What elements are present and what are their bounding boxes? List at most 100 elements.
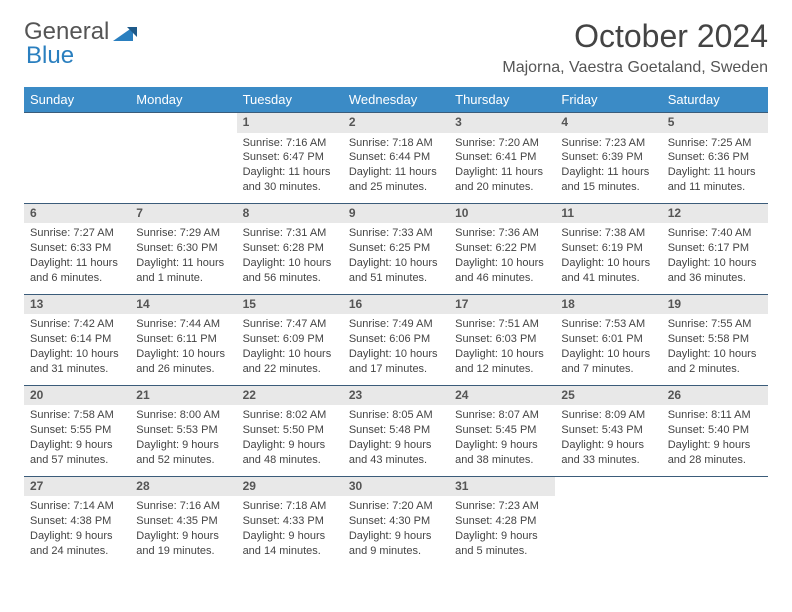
day-details: Sunrise: 7:23 AMSunset: 4:28 PMDaylight:…: [449, 496, 555, 566]
daylight-text-1: Daylight: 9 hours: [668, 438, 762, 453]
daylight-text-2: and 36 minutes.: [668, 271, 762, 286]
daylight-text-1: Daylight: 10 hours: [561, 347, 655, 362]
sunrise-text: Sunrise: 8:09 AM: [561, 408, 655, 423]
day-details: Sunrise: 7:14 AMSunset: 4:38 PMDaylight:…: [24, 496, 130, 566]
day-number: 26: [662, 385, 768, 405]
sunset-text: Sunset: 6:41 PM: [455, 150, 549, 165]
daylight-text-2: and 38 minutes.: [455, 453, 549, 468]
sunrise-text: Sunrise: 7:33 AM: [349, 226, 443, 241]
sunrise-text: Sunrise: 8:02 AM: [243, 408, 337, 423]
daylight-text-2: and 25 minutes.: [349, 180, 443, 195]
daylight-text-1: Daylight: 11 hours: [30, 256, 124, 271]
empty-cell: [555, 496, 661, 566]
location: Majorna, Vaestra Goetaland, Sweden: [502, 59, 768, 77]
daylight-text-1: Daylight: 10 hours: [243, 256, 337, 271]
day-details: Sunrise: 8:02 AMSunset: 5:50 PMDaylight:…: [237, 405, 343, 476]
sunset-text: Sunset: 4:33 PM: [243, 514, 337, 529]
daylight-text-2: and 1 minute.: [136, 271, 230, 286]
empty-cell: [24, 133, 130, 204]
sunset-text: Sunset: 6:47 PM: [243, 150, 337, 165]
sunrise-text: Sunrise: 7:29 AM: [136, 226, 230, 241]
sunset-text: Sunset: 6:17 PM: [668, 241, 762, 256]
day-number-row: 20212223242526: [24, 385, 768, 405]
sunrise-text: Sunrise: 7:44 AM: [136, 317, 230, 332]
logo-text-2: Blue: [26, 42, 74, 70]
day-details: Sunrise: 7:20 AMSunset: 4:30 PMDaylight:…: [343, 496, 449, 566]
sunset-text: Sunset: 4:28 PM: [455, 514, 549, 529]
sunrise-text: Sunrise: 8:05 AM: [349, 408, 443, 423]
day-details: Sunrise: 7:18 AMSunset: 6:44 PMDaylight:…: [343, 133, 449, 204]
sunset-text: Sunset: 5:43 PM: [561, 423, 655, 438]
day-number: 11: [555, 203, 661, 223]
day-details: Sunrise: 7:53 AMSunset: 6:01 PMDaylight:…: [555, 314, 661, 385]
sunset-text: Sunset: 5:45 PM: [455, 423, 549, 438]
day-number: 8: [237, 203, 343, 223]
empty-cell: [130, 133, 236, 204]
day-data-row: Sunrise: 7:42 AMSunset: 6:14 PMDaylight:…: [24, 314, 768, 385]
daylight-text-1: Daylight: 11 hours: [136, 256, 230, 271]
sunrise-text: Sunrise: 7:27 AM: [30, 226, 124, 241]
day-number: 21: [130, 385, 236, 405]
daylight-text-1: Daylight: 9 hours: [455, 529, 549, 544]
daylight-text-1: Daylight: 11 hours: [243, 165, 337, 180]
sunset-text: Sunset: 6:44 PM: [349, 150, 443, 165]
sunrise-text: Sunrise: 7:55 AM: [668, 317, 762, 332]
daylight-text-1: Daylight: 9 hours: [455, 438, 549, 453]
daylight-text-1: Daylight: 10 hours: [668, 256, 762, 271]
empty-cell: [662, 476, 768, 496]
day-number: 23: [343, 385, 449, 405]
sunset-text: Sunset: 5:48 PM: [349, 423, 443, 438]
sunrise-text: Sunrise: 7:42 AM: [30, 317, 124, 332]
day-number: 27: [24, 476, 130, 496]
day-number-row: 13141516171819: [24, 294, 768, 314]
daylight-text-1: Daylight: 10 hours: [136, 347, 230, 362]
sunrise-text: Sunrise: 8:11 AM: [668, 408, 762, 423]
day-number: 20: [24, 385, 130, 405]
daylight-text-1: Daylight: 11 hours: [455, 165, 549, 180]
daylight-text-2: and 24 minutes.: [30, 544, 124, 559]
daylight-text-1: Daylight: 10 hours: [455, 256, 549, 271]
day-details: Sunrise: 7:38 AMSunset: 6:19 PMDaylight:…: [555, 223, 661, 294]
sunset-text: Sunset: 4:30 PM: [349, 514, 443, 529]
daylight-text-2: and 31 minutes.: [30, 362, 124, 377]
day-details: Sunrise: 7:31 AMSunset: 6:28 PMDaylight:…: [237, 223, 343, 294]
daylight-text-2: and 51 minutes.: [349, 271, 443, 286]
day-data-row: Sunrise: 7:27 AMSunset: 6:33 PMDaylight:…: [24, 223, 768, 294]
daylight-text-1: Daylight: 9 hours: [349, 438, 443, 453]
daylight-text-1: Daylight: 9 hours: [349, 529, 443, 544]
day-data-row: Sunrise: 7:16 AMSunset: 6:47 PMDaylight:…: [24, 133, 768, 204]
day-details: Sunrise: 7:51 AMSunset: 6:03 PMDaylight:…: [449, 314, 555, 385]
day-number: 29: [237, 476, 343, 496]
daylight-text-2: and 7 minutes.: [561, 362, 655, 377]
sunset-text: Sunset: 5:55 PM: [30, 423, 124, 438]
daylight-text-1: Daylight: 10 hours: [349, 256, 443, 271]
daylight-text-2: and 52 minutes.: [136, 453, 230, 468]
day-details: Sunrise: 7:36 AMSunset: 6:22 PMDaylight:…: [449, 223, 555, 294]
sunrise-text: Sunrise: 7:23 AM: [561, 136, 655, 151]
day-number-row: 6789101112: [24, 203, 768, 223]
daylight-text-2: and 9 minutes.: [349, 544, 443, 559]
sunset-text: Sunset: 5:50 PM: [243, 423, 337, 438]
day-details: Sunrise: 8:09 AMSunset: 5:43 PMDaylight:…: [555, 405, 661, 476]
daylight-text-1: Daylight: 10 hours: [668, 347, 762, 362]
daylight-text-2: and 17 minutes.: [349, 362, 443, 377]
sunset-text: Sunset: 6:22 PM: [455, 241, 549, 256]
sunset-text: Sunset: 6:11 PM: [136, 332, 230, 347]
daylight-text-1: Daylight: 10 hours: [349, 347, 443, 362]
sunset-text: Sunset: 5:58 PM: [668, 332, 762, 347]
daylight-text-1: Daylight: 10 hours: [455, 347, 549, 362]
weekday-header: Saturday: [662, 87, 768, 113]
day-number: 5: [662, 113, 768, 133]
logo-mark-icon: [113, 23, 137, 41]
day-number: 7: [130, 203, 236, 223]
daylight-text-2: and 5 minutes.: [455, 544, 549, 559]
day-details: Sunrise: 8:07 AMSunset: 5:45 PMDaylight:…: [449, 405, 555, 476]
day-details: Sunrise: 7:27 AMSunset: 6:33 PMDaylight:…: [24, 223, 130, 294]
daylight-text-2: and 46 minutes.: [455, 271, 549, 286]
sunrise-text: Sunrise: 7:18 AM: [349, 136, 443, 151]
daylight-text-2: and 11 minutes.: [668, 180, 762, 195]
header: General October 2024 Majorna, Vaestra Go…: [24, 18, 768, 77]
daylight-text-1: Daylight: 9 hours: [136, 529, 230, 544]
day-details: Sunrise: 7:23 AMSunset: 6:39 PMDaylight:…: [555, 133, 661, 204]
empty-cell: [130, 113, 236, 133]
